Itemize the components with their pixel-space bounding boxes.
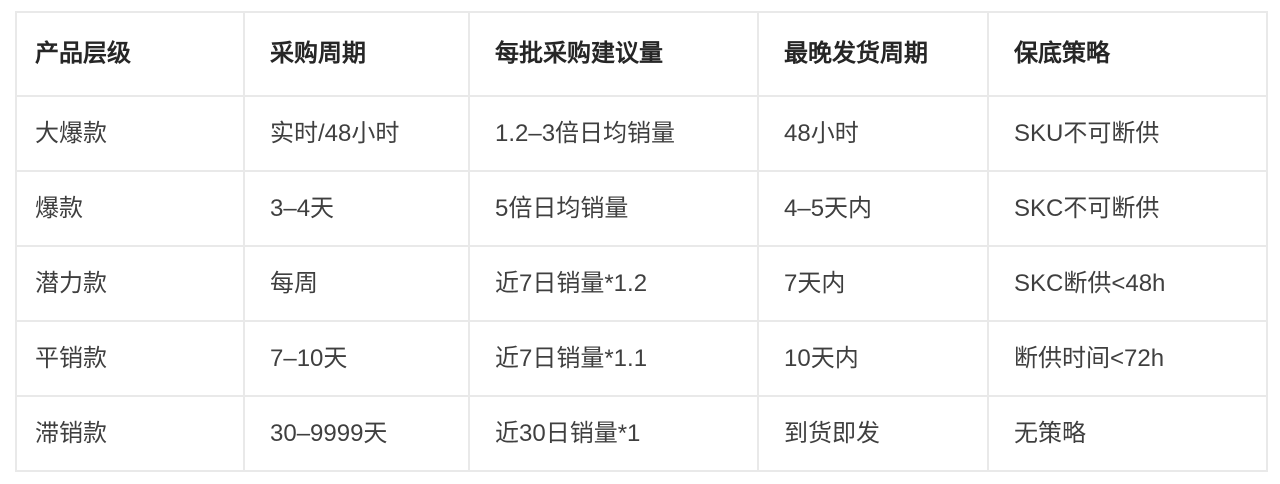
table-cell: 每周 (243, 245, 470, 322)
table-cell: 48小时 (757, 95, 989, 172)
table-cell: SKU不可断供 (987, 95, 1268, 172)
table-row: 爆款 3–4天 5倍日均销量 4–5天内 SKC不可断供 (15, 170, 1268, 247)
table-cell: 近7日销量*1.1 (468, 320, 759, 397)
table-cell: 近7日销量*1.2 (468, 245, 759, 322)
table-row: 平销款 7–10天 近7日销量*1.1 10天内 断供时间<72h (15, 320, 1268, 397)
column-header-latest-shipping-cycle: 最晚发货周期 (757, 11, 989, 97)
table-cell: 近30日销量*1 (468, 395, 759, 472)
table-cell: 4–5天内 (757, 170, 989, 247)
table-cell: 大爆款 (15, 95, 245, 172)
table-row: 潜力款 每周 近7日销量*1.2 7天内 SKC断供<48h (15, 245, 1268, 322)
table-cell: 7–10天 (243, 320, 470, 397)
table-cell: 爆款 (15, 170, 245, 247)
table-cell: 无策略 (987, 395, 1268, 472)
table-header-row: 产品层级 采购周期 每批采购建议量 最晚发货周期 保底策略 (15, 11, 1268, 97)
table-row: 大爆款 实时/48小时 1.2–3倍日均销量 48小时 SKU不可断供 (15, 95, 1268, 172)
column-header-guarantee-strategy: 保底策略 (987, 11, 1268, 97)
table-cell: 30–9999天 (243, 395, 470, 472)
table-row: 滞销款 30–9999天 近30日销量*1 到货即发 无策略 (15, 395, 1268, 472)
table-cell: SKC不可断供 (987, 170, 1268, 247)
table-cell: 10天内 (757, 320, 989, 397)
table-cell: 潜力款 (15, 245, 245, 322)
table-cell: 3–4天 (243, 170, 470, 247)
table-cell: 断供时间<72h (987, 320, 1268, 397)
replenishment-strategy-table: 产品层级 采购周期 每批采购建议量 最晚发货周期 保底策略 大爆款 实时/48小… (15, 11, 1268, 472)
table-cell: 平销款 (15, 320, 245, 397)
column-header-purchase-cycle: 采购周期 (243, 11, 470, 97)
table-cell: 7天内 (757, 245, 989, 322)
table-cell: 到货即发 (757, 395, 989, 472)
table-cell: 实时/48小时 (243, 95, 470, 172)
column-header-product-tier: 产品层级 (15, 11, 245, 97)
table-cell: 1.2–3倍日均销量 (468, 95, 759, 172)
table-cell: SKC断供<48h (987, 245, 1268, 322)
column-header-suggested-batch-quantity: 每批采购建议量 (468, 11, 759, 97)
table-cell: 5倍日均销量 (468, 170, 759, 247)
table-cell: 滞销款 (15, 395, 245, 472)
